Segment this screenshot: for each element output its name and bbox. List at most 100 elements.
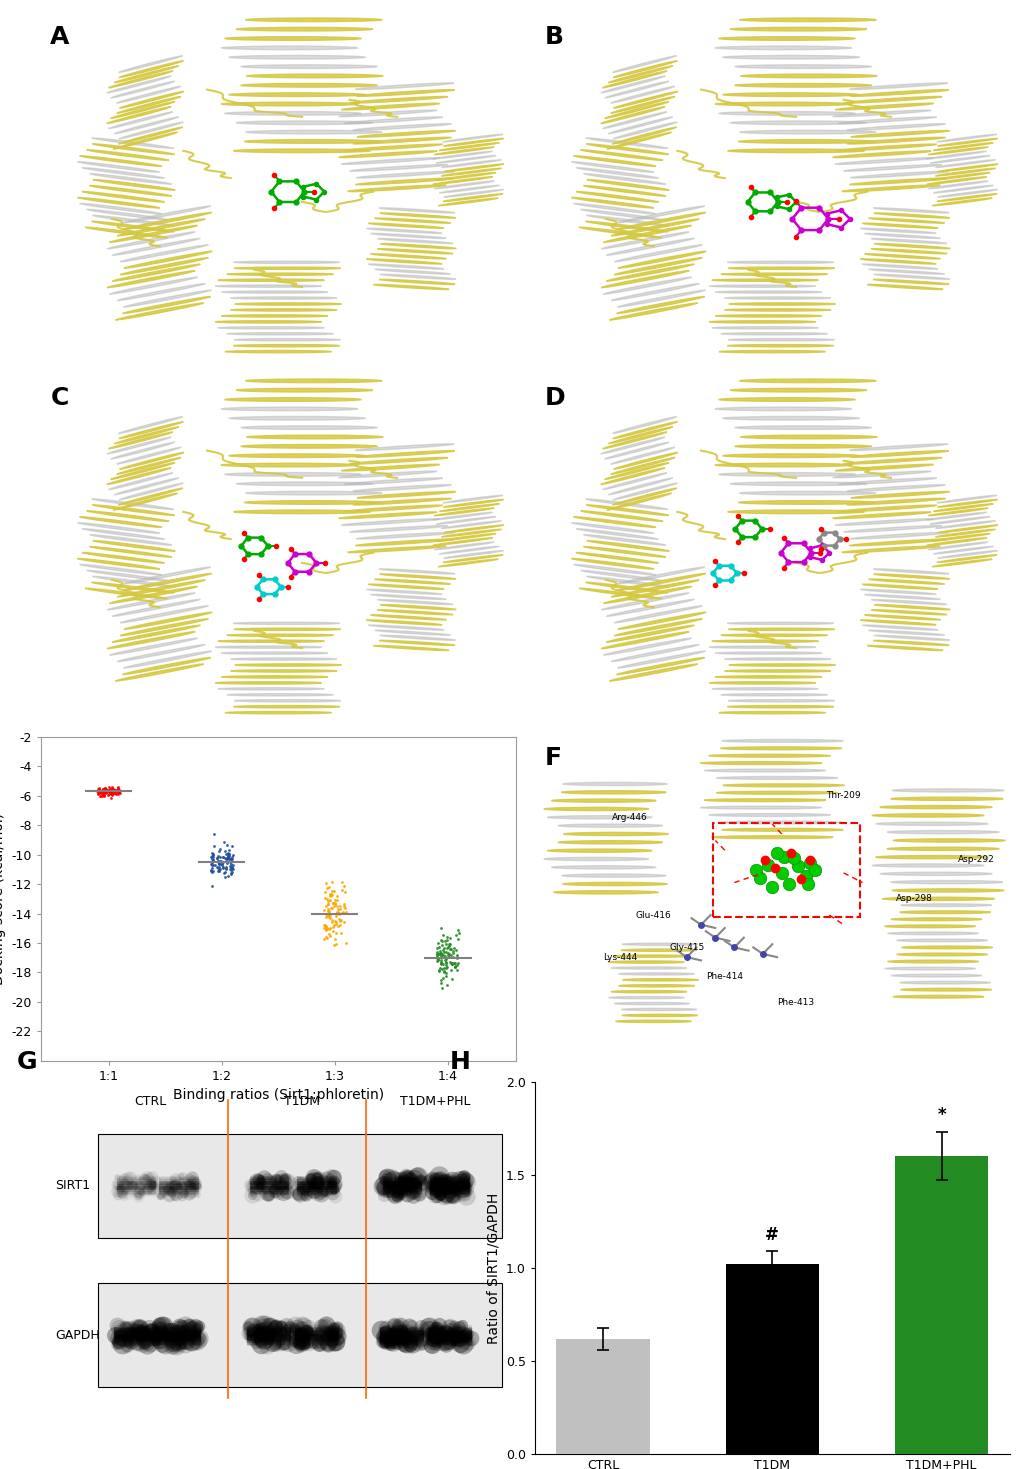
Point [455, 1329, 472, 1353]
Polygon shape [735, 84, 870, 87]
Point [409, 1165, 425, 1188]
Polygon shape [927, 542, 987, 549]
Polygon shape [90, 546, 171, 557]
Point [272, 1316, 288, 1340]
Polygon shape [439, 546, 499, 554]
Point [117, 1315, 133, 1338]
Point [322, 881, 338, 905]
Polygon shape [884, 925, 975, 928]
Point [428, 1328, 444, 1351]
Polygon shape [109, 71, 173, 88]
Point [454, 1181, 471, 1205]
Polygon shape [709, 320, 815, 323]
Polygon shape [927, 147, 987, 154]
Point [266, 1181, 282, 1205]
Point [288, 1183, 305, 1206]
Point [262, 1166, 278, 1190]
Point [316, 1180, 332, 1203]
Polygon shape [602, 432, 666, 450]
Point [143, 1172, 159, 1196]
Polygon shape [601, 632, 689, 649]
Point [327, 903, 343, 927]
Point [160, 1321, 176, 1344]
Point [454, 1332, 471, 1356]
Polygon shape [553, 890, 658, 895]
Polygon shape [872, 640, 948, 645]
Point [252, 1171, 268, 1194]
Point [271, 1324, 287, 1347]
Point [453, 1171, 470, 1194]
Polygon shape [225, 711, 331, 714]
Point [117, 1174, 133, 1197]
Point [437, 1325, 453, 1349]
Point [404, 1181, 420, 1205]
Point [378, 1177, 394, 1200]
Point [289, 1177, 306, 1200]
Point [298, 1177, 314, 1200]
Point [267, 1331, 283, 1354]
Point [189, 1174, 205, 1197]
Point [424, 1327, 440, 1350]
Polygon shape [708, 814, 829, 817]
Point [429, 1316, 445, 1340]
Polygon shape [728, 338, 834, 341]
Point [145, 1172, 161, 1196]
Point [222, 858, 238, 881]
Point [447, 1180, 464, 1203]
Point [432, 950, 448, 974]
Point [441, 937, 458, 961]
Point [239, 1315, 256, 1338]
Polygon shape [79, 564, 162, 574]
Point [168, 1334, 184, 1357]
Point [298, 1184, 314, 1208]
Polygon shape [215, 285, 321, 288]
Point [424, 1169, 440, 1193]
Polygon shape [600, 438, 664, 454]
Polygon shape [718, 398, 855, 401]
Point [278, 1169, 294, 1193]
Point [317, 871, 333, 895]
Point [156, 1172, 172, 1196]
Point [448, 1174, 465, 1197]
Polygon shape [236, 120, 373, 125]
Point [266, 1178, 282, 1202]
Polygon shape [234, 338, 340, 341]
Point [448, 943, 465, 967]
Y-axis label: Ratio of SIRT1/GAPDH: Ratio of SIRT1/GAPDH [486, 1193, 499, 1344]
Polygon shape [245, 370, 381, 373]
Polygon shape [544, 808, 648, 811]
Point [101, 779, 117, 802]
Point [433, 928, 449, 952]
Polygon shape [240, 445, 377, 448]
Point [210, 856, 226, 880]
Point [400, 1168, 417, 1191]
Polygon shape [849, 178, 947, 185]
Polygon shape [586, 576, 668, 588]
Point [211, 846, 227, 870]
Point [273, 1169, 289, 1193]
Polygon shape [934, 160, 995, 167]
Point [91, 782, 107, 805]
Polygon shape [926, 151, 985, 159]
Point [224, 853, 240, 877]
Point [316, 899, 332, 923]
Point [185, 1327, 202, 1350]
Point [254, 1175, 270, 1199]
Point [156, 1174, 172, 1197]
Point [176, 1178, 193, 1202]
Point [396, 1332, 413, 1356]
Point [430, 936, 446, 959]
Polygon shape [888, 961, 977, 962]
Point [252, 1171, 268, 1194]
Point [209, 849, 225, 873]
Point [321, 923, 337, 946]
Point [445, 1175, 462, 1199]
Point [165, 1172, 181, 1196]
Point [445, 950, 462, 974]
Point [156, 1177, 172, 1200]
Point [455, 1165, 472, 1188]
Point [244, 1184, 260, 1208]
Point [459, 1329, 475, 1353]
Point [203, 858, 219, 881]
Point [321, 924, 337, 948]
